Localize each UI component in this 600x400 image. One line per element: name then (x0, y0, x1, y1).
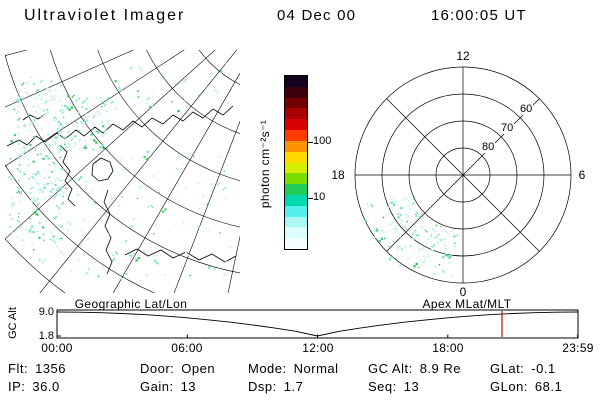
time-xtick-0000: 00:00 (41, 341, 73, 355)
status-door-label: Door: (140, 361, 175, 376)
time-xtick-1200: 12:00 (302, 341, 334, 355)
status-glat-value: -0.1 (531, 361, 556, 376)
altitude-ytick-high: 9.0 (38, 306, 54, 318)
time-xtick-1800: 18:00 (432, 341, 464, 355)
colorbar-tick-label: 100 (313, 135, 332, 147)
polar-uv-speckles (364, 196, 458, 283)
status-ip-label: IP: (8, 379, 26, 394)
header-time: 16:00:05 UT (431, 7, 527, 24)
status-seq-label: Seq: (368, 379, 397, 394)
map-coastlines (6, 105, 237, 275)
colorbar (284, 75, 308, 250)
status-flt-value: 1356 (35, 361, 66, 376)
status-mode: Mode: Normal (248, 361, 339, 376)
mlat-80-ring-label: 80 (481, 141, 496, 153)
status-seq: Seq: 13 (368, 379, 419, 394)
polar-grid (354, 66, 572, 284)
status-mode-label: Mode: (248, 361, 287, 376)
map-uv-speckles (8, 62, 232, 282)
time-xtick-2359: 23:59 (562, 341, 594, 355)
status-flt: Flt: 1356 (8, 361, 66, 376)
status-door-value: Open (181, 361, 216, 376)
status-door: Door: Open (140, 361, 215, 376)
status-mode-value: Normal (293, 361, 339, 376)
status-glat: GLat: -0.1 (490, 361, 556, 376)
status-gc-alt-label: GC Alt: (368, 361, 413, 376)
status-glon-label: GLon: (490, 379, 528, 394)
status-gain: Gain: 13 (140, 379, 196, 394)
time-xtick-0600: 06:00 (171, 341, 203, 355)
status-gain-label: Gain: (140, 379, 174, 394)
status-dsp-value: 1.7 (283, 379, 304, 394)
status-dsp: Dsp: 1.7 (248, 379, 303, 394)
app-title: Ultraviolet Imager (24, 7, 186, 24)
gc-alt-axis-label: GC Alt (7, 307, 19, 339)
colorbar-tick-mark (308, 142, 313, 143)
status-flt-label: Flt: (8, 361, 29, 376)
status-gc-alt-value: 8.9 Re (419, 361, 461, 376)
mlt-0-label: 0 (459, 285, 467, 299)
polar-caption: Apex MLat/MLT (422, 297, 512, 311)
status-ip-value: 36.0 (32, 379, 60, 394)
mlt-18-label: 18 (331, 168, 345, 182)
status-ip: IP: 36.0 (8, 379, 60, 394)
status-glon: GLon: 68.1 (490, 379, 562, 394)
altitude-strip-chart (56, 309, 579, 339)
apex-polar-panel (354, 66, 572, 284)
status-gain-value: 13 (180, 379, 197, 394)
mlat-70-ring-label: 70 (500, 122, 515, 134)
colorbar-units-label: photon cm⁻²s⁻¹ (258, 119, 272, 209)
mlt-6-label: 6 (578, 168, 586, 182)
status-glat-label: GLat: (490, 361, 525, 376)
altitude-curve (56, 311, 579, 337)
status-gc-alt: GC Alt: 8.9 Re (368, 361, 461, 376)
map-caption: Geographic Lat/Lon (74, 297, 188, 311)
status-dsp-label: Dsp: (248, 379, 277, 394)
mlt-12-label: 12 (456, 49, 470, 63)
status-seq-value: 13 (403, 379, 420, 394)
altitude-ytick-low: 1.8 (38, 330, 54, 342)
geographic-map-panel (5, 50, 240, 293)
mlat-60-ring-label: 60 (519, 103, 534, 115)
status-glon-value: 68.1 (534, 379, 563, 394)
colorbar-tick-mark (308, 198, 313, 199)
colorbar-tick-label: 10 (313, 191, 326, 203)
header-date: 04 Dec 00 (277, 7, 357, 24)
